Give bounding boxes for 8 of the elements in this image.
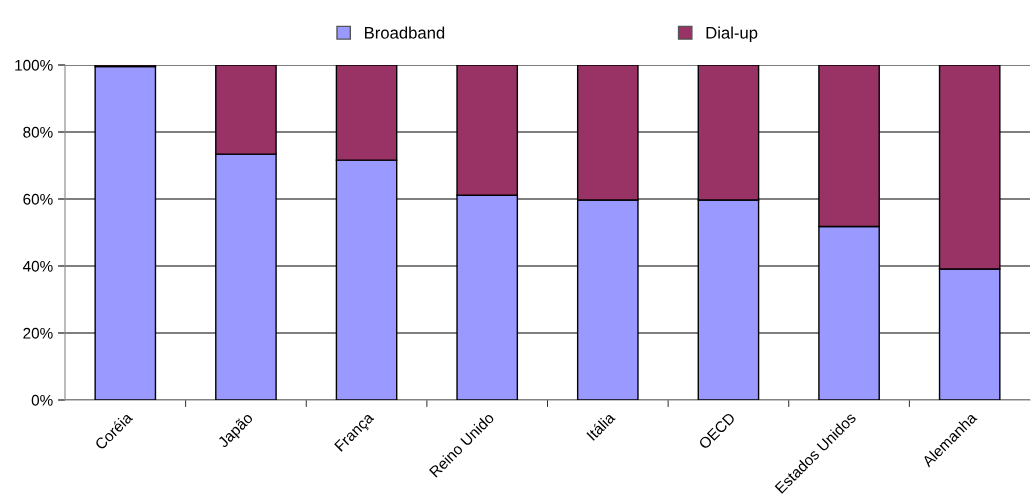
- y-tick-label: 100%: [15, 59, 53, 71]
- y-tick-label: 40%: [22, 260, 53, 272]
- y-tick-label: 60%: [23, 193, 53, 205]
- y-tick-label: 20%: [23, 327, 53, 339]
- y-tick-label: 0%: [31, 394, 53, 406]
- legend-label: Dial-up: [706, 26, 758, 43]
- legend-label: Broadband: [365, 26, 445, 39]
- y-tick-label: 80%: [23, 126, 53, 138]
